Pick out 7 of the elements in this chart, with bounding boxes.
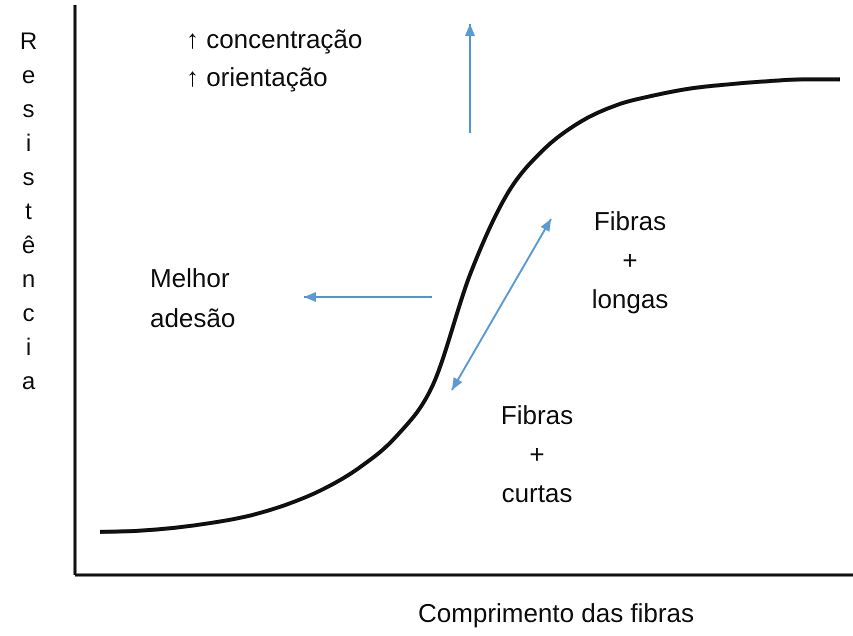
annotation: ↑ orientação <box>186 62 328 93</box>
annotation: Fibras + curtas <box>500 399 574 510</box>
annotation: Melhor adesão <box>150 262 236 335</box>
y-axis-title: Resistência <box>14 28 42 402</box>
x-axis-title: Comprimento das fibras <box>418 598 694 628</box>
text: ↑ concentração <box>186 24 362 55</box>
annotation: Fibras + longas <box>590 205 670 316</box>
